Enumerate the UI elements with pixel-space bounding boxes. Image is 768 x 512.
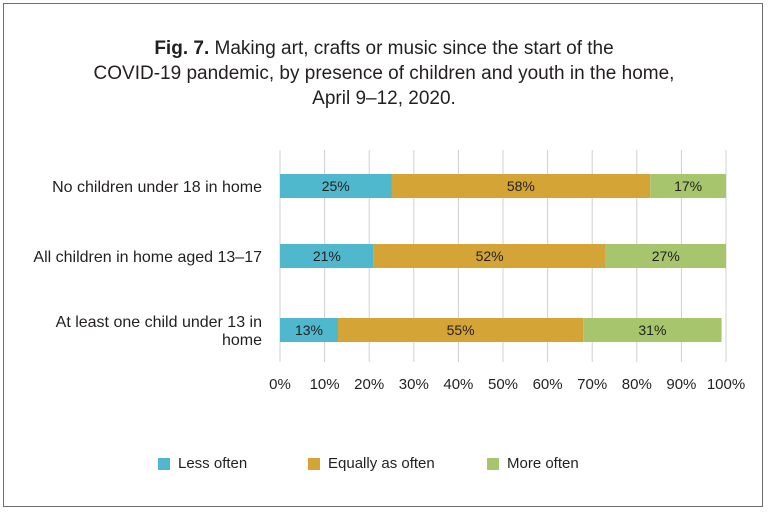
legend-swatch-less-often [158, 457, 170, 470]
data-label: 13% [295, 322, 323, 338]
legend-item-equally-as-often: Equally as often [308, 455, 435, 472]
data-label: 52% [476, 248, 504, 264]
data-label: 27% [652, 248, 680, 264]
legend: Less often Equally as often More often [0, 455, 768, 477]
bar-segment-less-often [280, 318, 338, 342]
title-prefix: Fig. 7. [154, 38, 210, 59]
x-tick-label: 20% [354, 376, 384, 393]
bar-segment-less-often [280, 244, 374, 268]
x-tick-label: 40% [443, 376, 473, 393]
x-tick-label: 10% [310, 376, 340, 393]
category-label: No children under 18 in home [52, 179, 262, 196]
chart-title: Fig. 7. Making art, crafts or music sinc… [0, 36, 768, 111]
data-label: 31% [638, 322, 666, 338]
legend-label-equally-as-often: Equally as often [328, 455, 435, 472]
x-tick-label: 90% [666, 376, 696, 393]
legend-label-less-often: Less often [178, 455, 248, 472]
title-line-3: April 9–12, 2020. [312, 88, 456, 109]
x-tick-label: 0% [269, 376, 291, 393]
x-tick-label: 60% [533, 376, 563, 393]
category-label: At least one child under 13 in home [56, 314, 262, 349]
bar-segment-equally-as-often [373, 244, 606, 268]
data-label: 21% [313, 248, 341, 264]
x-tick-label: 50% [488, 376, 518, 393]
title-line-2: COVID-19 pandemic, by presence of childr… [93, 63, 675, 84]
title-line-1: Making art, crafts or music since the st… [214, 38, 614, 59]
bar-segment-more-often [583, 318, 722, 342]
category-label: All children in home aged 13–17 [33, 249, 262, 266]
x-tick-label: 100% [707, 376, 745, 393]
legend-swatch-more-often [487, 457, 499, 470]
legend-item-more-often: More often [487, 455, 579, 472]
data-label: 55% [447, 322, 475, 338]
bar-segment-equally-as-often [391, 174, 651, 198]
x-tick-label: 80% [622, 376, 652, 393]
x-tick-label: 70% [577, 376, 607, 393]
data-label: 58% [507, 178, 535, 194]
legend-item-less-often: Less often [158, 455, 247, 472]
legend-swatch-equally-as-often [308, 457, 320, 470]
x-tick-label: 30% [399, 376, 429, 393]
data-label: 25% [322, 178, 350, 194]
bar-segment-equally-as-often [337, 318, 584, 342]
bar-segment-less-often [280, 174, 392, 198]
legend-label-more-often: More often [507, 455, 579, 472]
bar-segment-more-often [605, 244, 726, 268]
data-label: 17% [674, 178, 702, 194]
bar-segment-more-often [650, 174, 726, 198]
